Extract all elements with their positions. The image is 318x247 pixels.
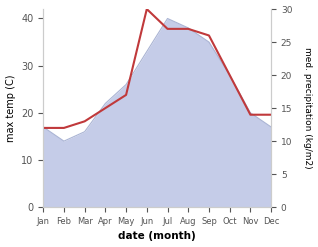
X-axis label: date (month): date (month) xyxy=(118,231,196,242)
Y-axis label: max temp (C): max temp (C) xyxy=(5,74,16,142)
Y-axis label: med. precipitation (kg/m2): med. precipitation (kg/m2) xyxy=(303,47,313,169)
